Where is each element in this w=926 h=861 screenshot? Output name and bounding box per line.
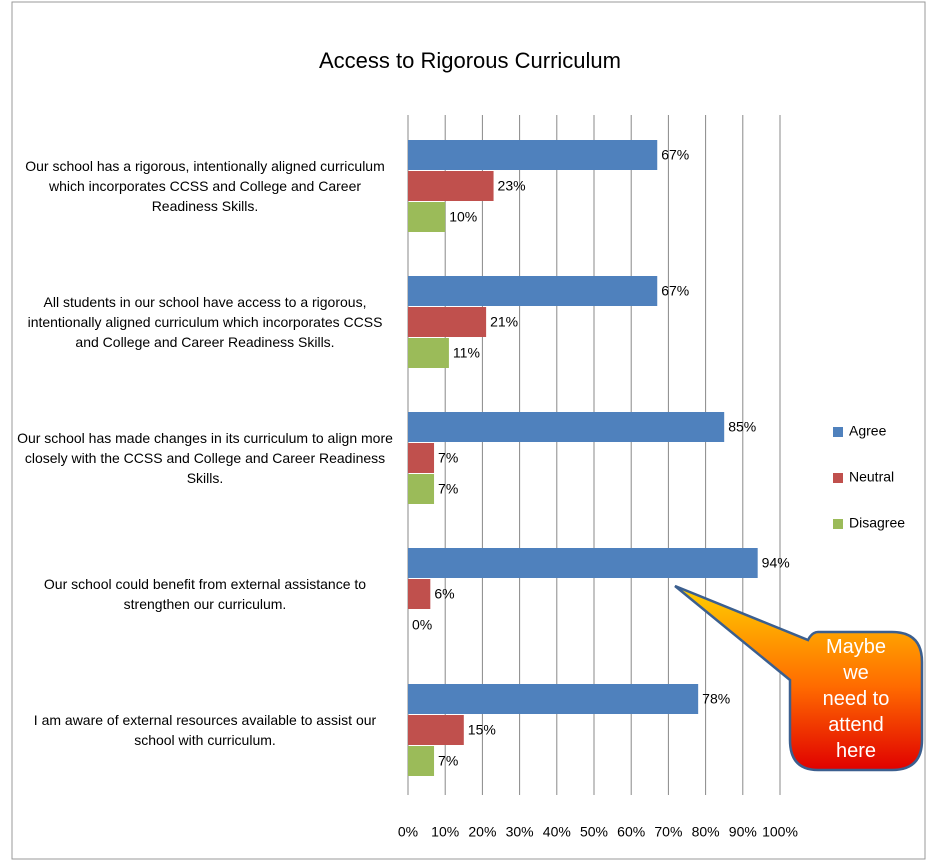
bar bbox=[408, 715, 464, 745]
bar bbox=[408, 338, 449, 368]
category-label: I am aware of external resources availab… bbox=[33, 712, 377, 748]
bar bbox=[408, 412, 725, 442]
x-tick-label: 30% bbox=[506, 824, 534, 840]
bar bbox=[408, 746, 435, 776]
data-label: 67% bbox=[661, 147, 689, 163]
callout-bubble bbox=[674, 584, 924, 772]
bar bbox=[408, 276, 658, 306]
legend-swatch bbox=[833, 519, 843, 529]
category-label: Our school has made changes in its curri… bbox=[17, 430, 393, 486]
legend-label: Agree bbox=[849, 423, 887, 439]
data-label: 15% bbox=[468, 722, 496, 738]
data-label: 67% bbox=[661, 283, 689, 299]
legend-swatch bbox=[833, 473, 843, 483]
bar bbox=[408, 548, 758, 578]
data-label: 85% bbox=[728, 419, 756, 435]
category-label: Our school could benefit from external a… bbox=[43, 576, 367, 612]
data-label: 11% bbox=[453, 345, 480, 361]
bar bbox=[408, 443, 435, 473]
legend-label: Disagree bbox=[849, 515, 905, 531]
data-label: 7% bbox=[438, 481, 458, 497]
x-tick-label: 40% bbox=[543, 824, 571, 840]
x-tick-label: 0% bbox=[398, 824, 418, 840]
bar bbox=[408, 140, 658, 170]
x-tick-label: 20% bbox=[468, 824, 496, 840]
data-label: 7% bbox=[438, 753, 458, 769]
chart-title: Access to Rigorous Curriculum bbox=[319, 48, 621, 73]
data-label: 7% bbox=[438, 450, 458, 466]
x-tick-label: 70% bbox=[654, 824, 682, 840]
data-label: 21% bbox=[490, 314, 518, 330]
x-tick-label: 10% bbox=[431, 824, 459, 840]
data-label: 10% bbox=[449, 209, 477, 225]
data-label: 94% bbox=[762, 555, 790, 571]
legend-swatch bbox=[833, 427, 843, 437]
legend-label: Neutral bbox=[849, 469, 894, 485]
category-label: All students in our school have access t… bbox=[27, 294, 383, 350]
x-tick-label: 80% bbox=[692, 824, 720, 840]
data-label: 0% bbox=[412, 617, 432, 633]
bar bbox=[408, 684, 699, 714]
bar bbox=[408, 171, 494, 201]
bar bbox=[408, 579, 431, 609]
data-label: 78% bbox=[702, 691, 730, 707]
category-label: Our school has a rigorous, intentionally… bbox=[25, 158, 385, 214]
bar bbox=[408, 474, 435, 504]
bar bbox=[408, 307, 487, 337]
data-label: 6% bbox=[434, 586, 454, 602]
x-tick-label: 60% bbox=[617, 824, 645, 840]
frame bbox=[11, 1, 926, 860]
bar bbox=[408, 202, 446, 232]
x-tick-label: 90% bbox=[729, 824, 757, 840]
x-tick-label: 100% bbox=[762, 824, 798, 840]
data-label: 23% bbox=[498, 178, 526, 194]
x-tick-label: 50% bbox=[580, 824, 608, 840]
callout-text: Maybe we need to attend here bbox=[822, 636, 890, 762]
